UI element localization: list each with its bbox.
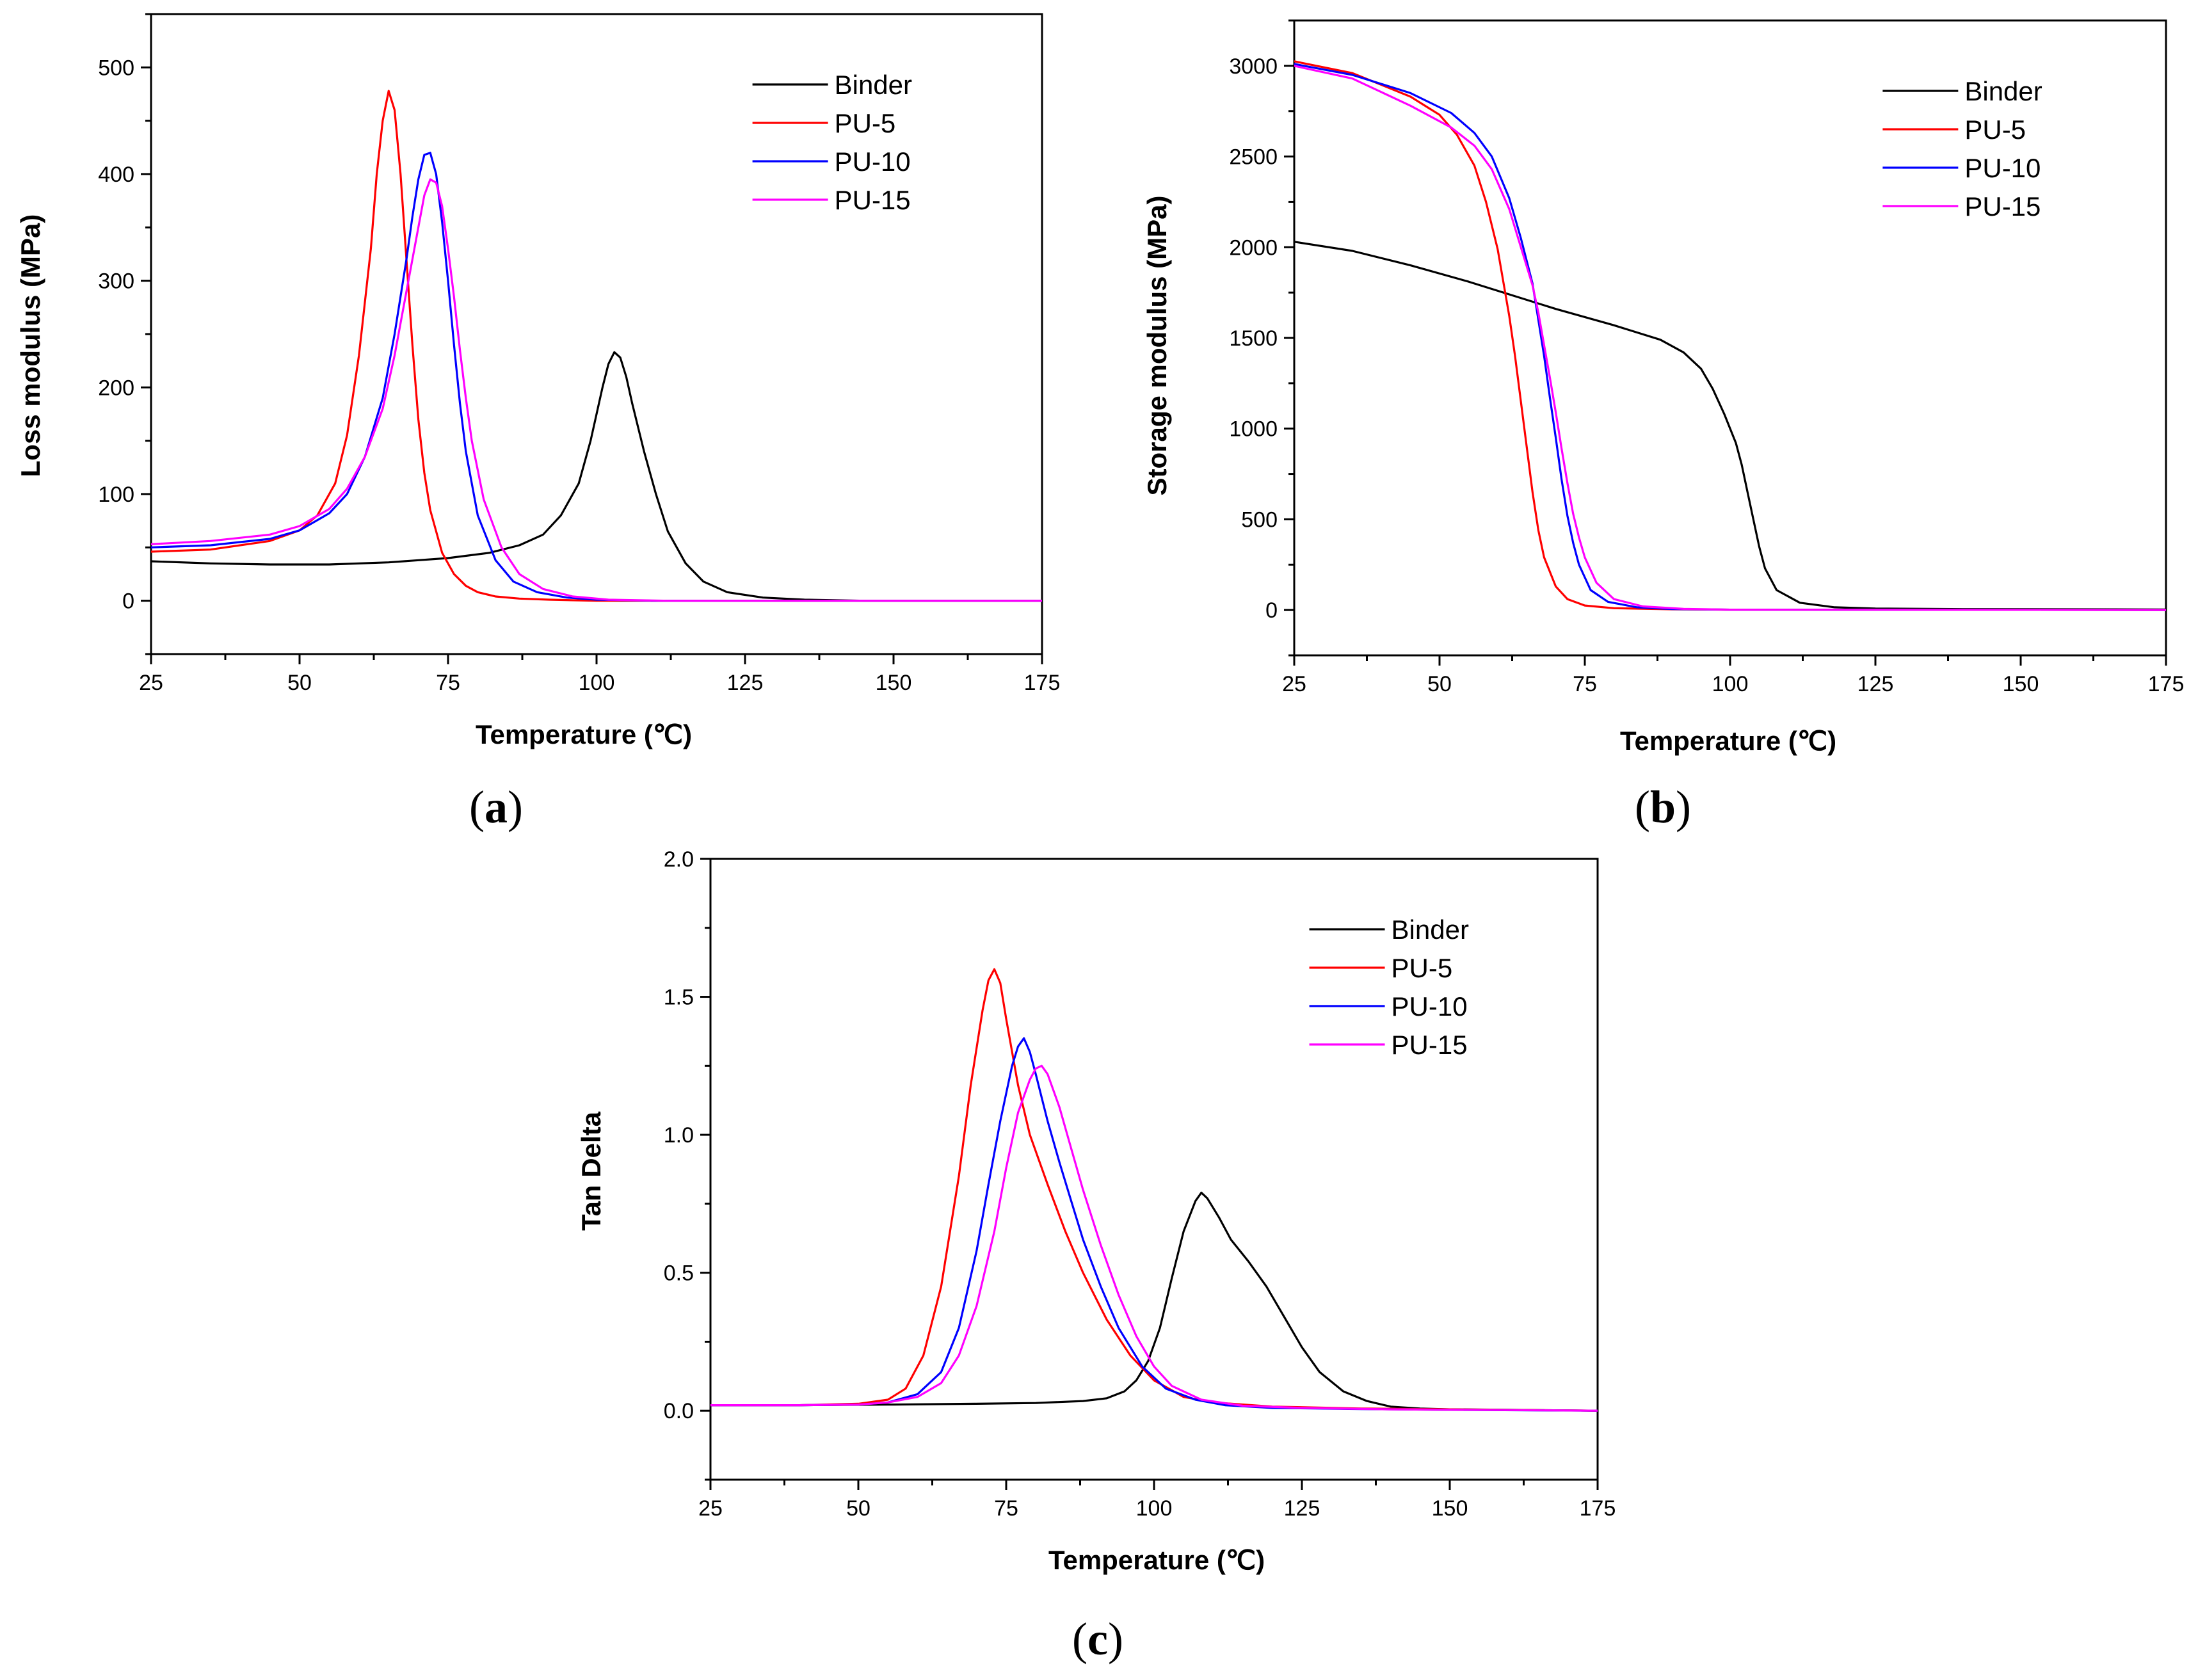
panel-c-x-tick-label: 75 bbox=[994, 1496, 1018, 1521]
panel-b-y-tick-label: 500 bbox=[1241, 508, 1278, 532]
panel-c-plot-area: 25 50 75 100 125 150 175 0.0 0.5 1.0 1.5 2.0 Binder P… bbox=[664, 847, 1616, 1521]
panel-c-y-tick-label: 0.5 bbox=[664, 1261, 694, 1286]
panel-c-series-group bbox=[710, 968, 1598, 1412]
panel-c-y-tick-label: 1.0 bbox=[664, 1123, 694, 1148]
panel-b-legend-label: PU-5 bbox=[1964, 115, 2026, 145]
panel-b-storage-modulus: 25 50 75 100 125 150 175 0 500 1000 1500 2000 2500 30… bbox=[1142, 19, 2185, 833]
panel-c-y-tick-label: 0.0 bbox=[664, 1399, 694, 1423]
panel-b-series-pu-15 bbox=[1294, 65, 2166, 611]
panel-c-x-tick-label: 150 bbox=[1432, 1496, 1468, 1521]
panel-b-legend-label: PU-15 bbox=[1964, 191, 2041, 221]
panel-b-x-tick-label: 50 bbox=[1427, 672, 1452, 696]
panel-c-x-tick-label: 175 bbox=[1580, 1496, 1616, 1521]
panel-a-legend-label: Binder bbox=[835, 70, 912, 100]
panel-c-series-binder bbox=[710, 1191, 1598, 1412]
panel-a-series-pu-5 bbox=[151, 90, 1042, 602]
panel-b-x-tick-label: 150 bbox=[2003, 672, 2039, 696]
panel-a-y-tick-label: 100 bbox=[98, 483, 134, 507]
panel-c-series-pu-15 bbox=[710, 1064, 1598, 1412]
panel-c-axes-frame bbox=[709, 858, 1599, 1481]
panel-a-x-tick-label: 50 bbox=[287, 671, 312, 695]
panel-a-x-tick-label: 150 bbox=[876, 671, 912, 695]
panel-c-x-axis-title: Temperature (℃) bbox=[1048, 1545, 1265, 1575]
panel-a-y-tick-label: 400 bbox=[98, 163, 134, 187]
panel-a-caption: (a) bbox=[469, 781, 523, 833]
panel-a-y-tick-label: 300 bbox=[98, 269, 134, 294]
panel-b-plot-area: 25 50 75 100 125 150 175 0 500 1000 1500 2000 2500 30… bbox=[1229, 19, 2185, 696]
panel-c-tan-delta: 25 50 75 100 125 150 175 0.0 0.5 1.0 1.5 2.0 Binder P… bbox=[576, 847, 1616, 1665]
panel-a-y-axis-title: Loss modulus (MPa) bbox=[15, 214, 45, 477]
panel-a-series-binder bbox=[151, 351, 1042, 602]
panel-a-axes-frame bbox=[150, 13, 1043, 655]
panel-a-x-tick-label: 25 bbox=[139, 671, 163, 695]
panel-c-x-tick-label: 25 bbox=[698, 1496, 723, 1521]
panel-b-series-group bbox=[1294, 60, 2166, 611]
panel-b-x-tick-label: 75 bbox=[1573, 672, 1597, 696]
panel-c-y-axis-title: Tan Delta bbox=[576, 1111, 606, 1231]
panel-b-y-tick-label: 2000 bbox=[1229, 236, 1278, 260]
panel-b-legend-label: PU-10 bbox=[1964, 153, 2041, 183]
panel-b-x-axis-title: Temperature (℃) bbox=[1620, 726, 1836, 756]
panel-a-y-tick-label: 200 bbox=[98, 376, 134, 400]
panel-c-caption: (c) bbox=[1072, 1613, 1123, 1665]
panel-a-legend-label: PU-15 bbox=[835, 185, 911, 215]
panel-c-series-pu-10 bbox=[710, 1037, 1598, 1412]
panel-b-y-axis-title: Storage modulus (MPa) bbox=[1142, 195, 1172, 495]
panel-b-y-tick-label: 2500 bbox=[1229, 145, 1278, 170]
panel-b-series-binder bbox=[1294, 241, 2166, 611]
panel-a-plot-area: 25 50 75 100 125 150 175 0 100 200 300 400 500 Binder… bbox=[98, 13, 1061, 695]
panel-a-y-tick-label: 0 bbox=[122, 589, 134, 614]
panel-b-legend-label: Binder bbox=[1964, 76, 2042, 106]
panel-b-caption: (b) bbox=[1635, 781, 1691, 833]
panel-a-legend-label: PU-5 bbox=[835, 108, 896, 138]
panel-a-series-group bbox=[151, 90, 1042, 602]
panel-c-x-tick-label: 50 bbox=[846, 1496, 870, 1521]
panel-c-y-tick-label: 2.0 bbox=[664, 847, 694, 872]
panel-b-series-pu-5 bbox=[1294, 60, 2166, 611]
panel-c-y-tick-label: 1.5 bbox=[664, 986, 694, 1010]
panel-a-x-tick-label: 75 bbox=[436, 671, 460, 695]
panel-b-x-tick-label: 175 bbox=[2148, 672, 2185, 696]
panel-a-y-tick-label: 500 bbox=[98, 56, 134, 80]
panel-a-x-tick-label: 100 bbox=[579, 671, 615, 695]
panel-c-x-tick-label: 100 bbox=[1136, 1496, 1173, 1521]
panel-c-legend-label: PU-10 bbox=[1392, 991, 1468, 1021]
panel-b-series-pu-10 bbox=[1294, 63, 2166, 611]
panel-b-x-tick-label: 100 bbox=[1712, 672, 1749, 696]
panel-b-y-tick-label: 3000 bbox=[1229, 54, 1278, 79]
panel-c-legend-label: Binder bbox=[1392, 915, 1469, 945]
panel-a-x-tick-label: 175 bbox=[1024, 671, 1061, 695]
panel-a-loss-modulus: 25 50 75 100 125 150 175 0 100 200 300 400 500 Binder… bbox=[15, 13, 1061, 833]
panel-c-legend-label: PU-15 bbox=[1392, 1030, 1468, 1060]
panel-b-y-tick-label: 0 bbox=[1265, 598, 1278, 623]
panel-b-x-tick-label: 25 bbox=[1282, 672, 1306, 696]
panel-b-y-tick-label: 1000 bbox=[1229, 417, 1278, 442]
panel-a-series-pu-15 bbox=[151, 178, 1042, 602]
panel-c-x-tick-label: 125 bbox=[1284, 1496, 1320, 1521]
panel-b-x-tick-label: 125 bbox=[1857, 672, 1894, 696]
panel-b-axes-frame bbox=[1293, 19, 2167, 657]
panel-a-x-axis-title: Temperature (℃) bbox=[476, 719, 692, 749]
panel-c-legend-label: PU-5 bbox=[1392, 953, 1453, 983]
panel-a-legend-label: PU-10 bbox=[835, 147, 911, 177]
panel-a-series-pu-10 bbox=[151, 152, 1042, 602]
panel-a-x-tick-label: 125 bbox=[727, 671, 764, 695]
panel-b-y-tick-label: 1500 bbox=[1229, 326, 1278, 351]
